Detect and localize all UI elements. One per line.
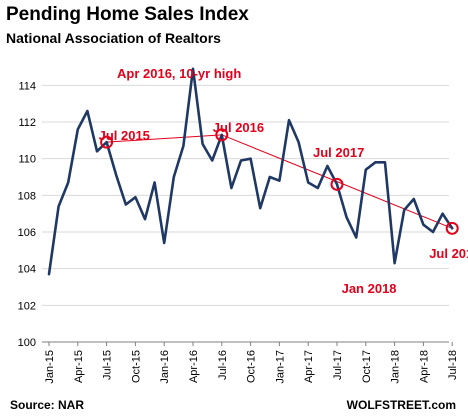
y-tick-label: 104 [18, 264, 36, 276]
x-tick-label: Jul-17 [332, 350, 344, 380]
x-tick-label: Apr-15 [73, 350, 85, 383]
x-tick-label: Apr-16 [188, 350, 200, 383]
y-tick-label: 108 [18, 190, 36, 202]
highlight-circle [445, 221, 459, 235]
x-tick-label: Jul-18 [447, 350, 459, 380]
grid-layer [42, 84, 449, 306]
annotation-layer: Apr 2016, 10-yr high Jul 2015 Jul 2016 Jul … [99, 66, 468, 296]
annotation-label: Jul 2016 [213, 120, 264, 135]
y-tick-label: 102 [18, 300, 36, 312]
highlight-circle [100, 135, 114, 149]
x-tick-label: Jul-15 [102, 350, 114, 380]
x-tick-label: Oct-15 [130, 350, 142, 383]
y-tick-label: 112 [18, 117, 36, 129]
x-tick-label: Jan-18 [390, 350, 402, 384]
x-tick-label: Oct-17 [361, 350, 373, 383]
source-note: Source: NAR [10, 398, 85, 412]
highlight-circle [215, 128, 229, 142]
series-line [47, 67, 454, 276]
x-tick-label: Apr-18 [418, 350, 430, 383]
series-layer [47, 67, 454, 276]
brand-label: WOLFSTREET.com [346, 398, 456, 412]
annotation-label: Jul 2015 [99, 128, 150, 143]
annotation-label: Jan 2018 [342, 281, 397, 296]
axis-layer: 100 102 104 106 108 110 112 114 Jan-15 Apr-15 Jul-… [18, 80, 460, 383]
x-tick-label: Jan-16 [159, 350, 171, 384]
y-tick-label: 114 [18, 80, 36, 92]
y-tick-label: 106 [18, 227, 36, 239]
chart-subtitle: National Association of Realtors [6, 30, 221, 46]
highlight-circle [330, 177, 344, 191]
chart-title: Pending Home Sales Index [6, 4, 249, 25]
x-tick-label: Jul-16 [217, 350, 229, 380]
x-tick-label: Oct-16 [246, 350, 258, 383]
y-tick-label: 100 [18, 337, 36, 349]
x-tick-label: Jan-15 [44, 350, 56, 384]
x-tick-label: Apr-17 [303, 350, 315, 383]
x-tick-label: Jan-17 [274, 350, 286, 384]
highlight-layer [100, 128, 459, 235]
annotation-label: Jul 2017 [313, 145, 364, 160]
annotation-label: Apr 2016, 10-yr high [117, 66, 241, 81]
y-tick-label: 110 [18, 154, 36, 166]
annotation-label: Jul 2018 [429, 246, 468, 261]
